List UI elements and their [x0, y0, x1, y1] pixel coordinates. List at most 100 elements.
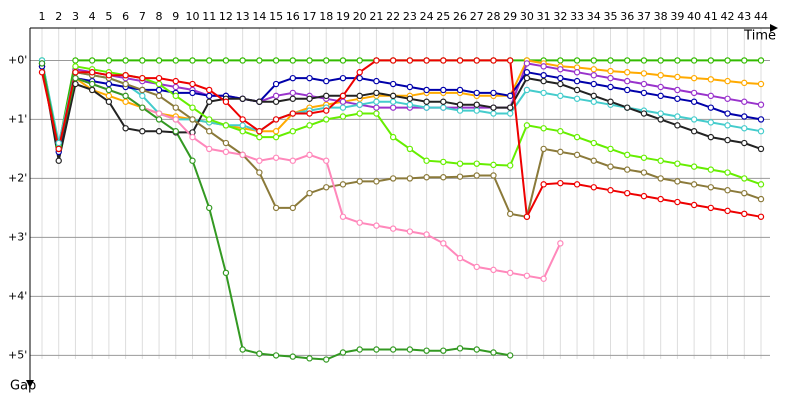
data-point	[456, 57, 464, 64]
data-point	[724, 95, 731, 102]
data-point	[306, 95, 313, 102]
data-point	[741, 57, 748, 64]
data-point	[38, 69, 46, 76]
data-point	[373, 110, 380, 117]
series-line	[75, 65, 762, 186]
data-point	[707, 119, 715, 126]
data-point	[506, 352, 514, 359]
data-point	[540, 77, 547, 85]
data-point	[373, 89, 380, 97]
data-point	[456, 107, 464, 114]
data-point	[423, 57, 430, 64]
data-point	[323, 107, 330, 114]
data-point	[624, 77, 631, 85]
data-point	[323, 356, 330, 363]
data-point	[139, 86, 146, 94]
x-tick-label: 34	[587, 10, 601, 23]
data-point	[490, 349, 497, 356]
data-point	[356, 101, 363, 108]
data-point	[690, 74, 698, 82]
data-point	[674, 113, 681, 120]
series-line	[41, 66, 762, 153]
data-point	[657, 116, 664, 123]
data-point	[55, 145, 62, 153]
data-point	[724, 169, 731, 176]
data-point	[540, 71, 547, 79]
data-point	[640, 70, 648, 77]
data-point	[239, 122, 246, 129]
data-point	[155, 86, 163, 94]
data-point	[473, 263, 480, 271]
data-point	[122, 92, 129, 100]
data-point	[523, 122, 531, 129]
data-point	[105, 86, 113, 94]
data-point	[172, 92, 179, 100]
data-point	[206, 57, 213, 64]
data-point	[339, 98, 347, 105]
data-point	[172, 128, 179, 135]
data-point	[640, 57, 648, 64]
data-point	[339, 104, 347, 111]
data-point	[389, 346, 397, 353]
x-tick-label: 31	[537, 10, 551, 23]
data-point	[624, 151, 631, 159]
data-point	[456, 345, 464, 352]
data-point	[206, 86, 213, 94]
x-tick-label: 25	[436, 10, 450, 23]
y-tick-label: +2'	[8, 171, 27, 184]
data-point	[272, 154, 280, 161]
data-point	[540, 145, 547, 153]
data-point	[256, 133, 263, 141]
data-point	[139, 128, 146, 135]
data-point	[490, 57, 497, 64]
data-point	[506, 92, 514, 100]
data-point	[440, 347, 447, 354]
data-point	[573, 181, 581, 188]
data-point	[105, 80, 113, 88]
data-point	[189, 80, 196, 88]
data-point	[155, 80, 163, 88]
data-point	[289, 157, 297, 164]
data-point	[206, 145, 213, 153]
data-point	[573, 151, 581, 159]
data-point	[557, 179, 564, 187]
data-point	[674, 86, 681, 94]
data-point	[139, 57, 146, 64]
data-point	[724, 187, 731, 194]
data-point	[506, 110, 514, 117]
data-point	[306, 355, 313, 362]
x-tick-label: 37	[637, 10, 651, 23]
data-point	[88, 86, 96, 94]
data-point	[741, 175, 748, 182]
data-point	[557, 148, 564, 156]
data-point	[674, 73, 681, 81]
data-point	[272, 57, 280, 64]
data-point	[607, 67, 614, 75]
data-point	[306, 189, 313, 197]
data-point	[155, 74, 163, 82]
x-tick-label: 41	[704, 10, 718, 23]
data-point	[289, 110, 297, 117]
data-point	[440, 86, 447, 94]
data-point	[272, 80, 280, 88]
data-point	[607, 98, 614, 105]
data-point	[657, 195, 664, 203]
data-point	[122, 57, 129, 64]
data-point	[741, 98, 748, 105]
data-point	[373, 178, 380, 185]
data-point	[373, 77, 380, 85]
data-point	[640, 192, 648, 200]
data-point	[155, 116, 163, 123]
data-point	[256, 57, 263, 64]
data-point	[473, 346, 480, 353]
data-point	[590, 92, 597, 100]
x-tick-label: 12	[219, 10, 233, 23]
data-point	[239, 57, 246, 64]
x-tick-label: 30	[520, 10, 534, 23]
data-point	[256, 157, 263, 164]
data-point	[373, 98, 380, 105]
data-point	[222, 148, 230, 156]
data-point	[473, 101, 480, 108]
data-point	[423, 174, 430, 181]
data-point	[707, 184, 715, 191]
